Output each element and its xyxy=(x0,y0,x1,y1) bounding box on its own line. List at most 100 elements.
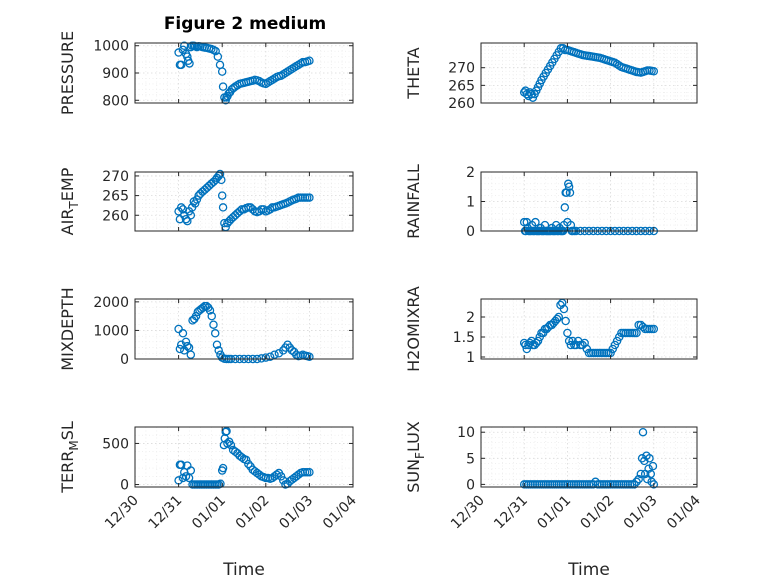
data-point xyxy=(215,169,225,179)
data-point xyxy=(231,82,240,91)
y-axis-label: PRESSURE xyxy=(58,31,77,115)
data-point xyxy=(174,324,183,334)
data-point xyxy=(212,340,222,349)
x-axis-label: Time xyxy=(567,560,610,580)
data-point xyxy=(176,203,186,212)
data-point xyxy=(645,454,654,463)
data-point xyxy=(205,306,215,315)
y-tick-label: 2000 xyxy=(93,295,129,311)
subplot-3: 260 265 270 AIRTEMP xyxy=(58,167,354,235)
data-point xyxy=(270,350,279,359)
data-point xyxy=(608,344,618,354)
axes-box xyxy=(134,171,354,232)
data-point xyxy=(186,211,196,220)
data-point xyxy=(209,45,218,55)
data-point xyxy=(560,203,570,212)
data-point xyxy=(207,311,216,321)
figure-title: Figure 2 medium xyxy=(164,14,326,34)
data-point xyxy=(571,340,581,350)
data-point xyxy=(190,199,200,208)
axes-box xyxy=(480,298,698,360)
data-point xyxy=(183,341,192,351)
y-tick-label: 260 xyxy=(448,96,475,112)
data-point xyxy=(276,71,286,80)
data-point xyxy=(634,474,643,484)
data-point xyxy=(265,352,275,361)
data-point xyxy=(552,314,562,324)
y-tick-label: 2 xyxy=(466,165,475,181)
data-point xyxy=(612,336,622,346)
data-point xyxy=(612,59,622,69)
data-point xyxy=(305,352,314,361)
data-point xyxy=(292,350,301,359)
y-tick-label: 1.5 xyxy=(453,330,475,346)
data-point xyxy=(276,472,286,481)
data-point xyxy=(561,316,570,326)
y-tick-label: 0 xyxy=(120,352,129,368)
data-point xyxy=(644,464,653,473)
data-point xyxy=(220,218,229,228)
data-point xyxy=(646,469,656,479)
data-point xyxy=(176,60,186,70)
subplot-1: 800 900 1000 PRESSURE xyxy=(58,31,354,115)
data-point xyxy=(647,477,656,487)
data-point xyxy=(564,182,574,191)
y-axis-label: MIXDEPTH xyxy=(58,287,77,370)
data-point xyxy=(178,329,188,338)
y-tick-label: 0 xyxy=(466,224,475,240)
data-point xyxy=(305,193,314,202)
data-point xyxy=(287,64,297,74)
y-tick-label: 1 xyxy=(466,195,475,211)
data-point xyxy=(175,344,185,354)
y-axis-label: H2OMIXRA xyxy=(404,286,423,372)
y-tick-label: 0 xyxy=(120,478,129,494)
data-point xyxy=(589,480,598,489)
y-tick-label: 265 xyxy=(102,189,129,205)
data-point xyxy=(287,346,297,355)
data-point xyxy=(565,188,575,197)
y-tick-label: 265 xyxy=(448,78,475,94)
data-point xyxy=(241,455,251,465)
axes-box xyxy=(134,298,354,360)
y-tick-label: 0 xyxy=(466,477,475,493)
data-point xyxy=(640,456,649,466)
data-point xyxy=(186,350,196,359)
data-point xyxy=(221,427,230,437)
data-point xyxy=(610,340,620,350)
y-axis-label: TERRMSL xyxy=(58,421,81,494)
data-point xyxy=(278,70,288,79)
data-point xyxy=(210,329,220,338)
y-axis-label: SUNFLUX xyxy=(404,421,427,493)
data-point xyxy=(222,426,231,436)
data-point xyxy=(636,469,646,479)
data-point xyxy=(305,56,314,65)
y-tick-label: 1000 xyxy=(93,323,129,339)
plot-area xyxy=(480,426,698,488)
axes-box xyxy=(134,426,354,488)
data-point xyxy=(305,467,314,477)
data-point xyxy=(218,203,228,212)
data-point xyxy=(531,217,540,227)
data-point xyxy=(218,82,228,91)
data-point xyxy=(217,175,226,185)
data-point xyxy=(564,336,574,346)
data-point xyxy=(289,63,299,72)
y-axis-label: AIRTEMP xyxy=(58,167,81,235)
data-point xyxy=(261,353,271,362)
y-tick-label: 900 xyxy=(102,66,129,82)
axes-box xyxy=(480,426,698,488)
plot-area xyxy=(134,298,354,360)
data-point xyxy=(283,67,292,76)
y-tick-label: 260 xyxy=(102,208,129,224)
data-point xyxy=(214,346,223,355)
data-point xyxy=(211,46,220,56)
data-point xyxy=(244,459,253,469)
data-point xyxy=(632,328,641,338)
y-tick-label: 500 xyxy=(102,436,129,452)
axes-box xyxy=(480,42,698,104)
data-point xyxy=(272,470,281,479)
data-point xyxy=(566,340,576,350)
data-point xyxy=(648,461,658,471)
data-point xyxy=(281,68,290,78)
